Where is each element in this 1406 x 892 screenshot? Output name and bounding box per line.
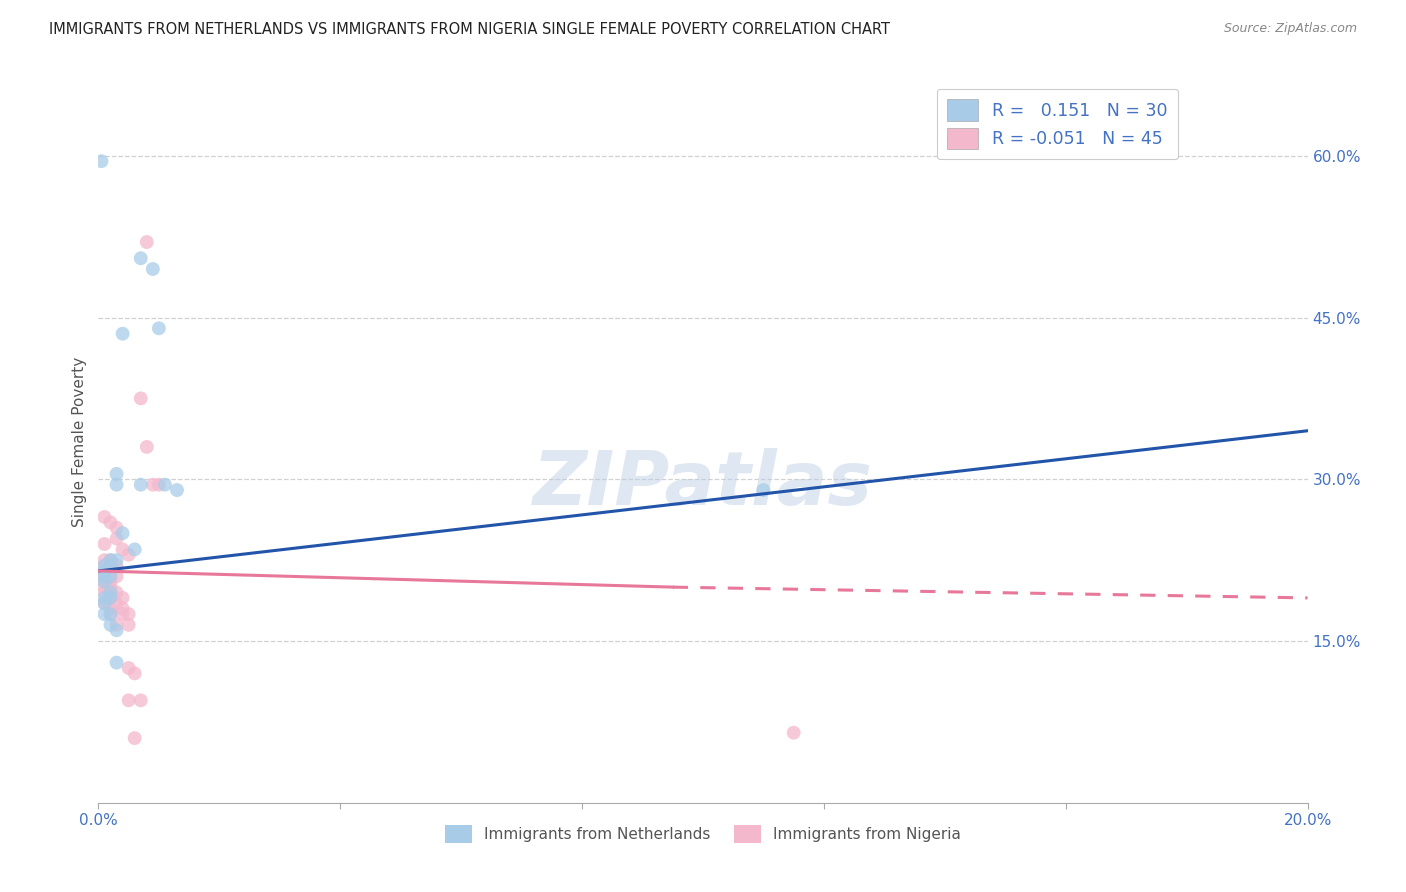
Point <box>100 580 122 594</box>
Point <box>100 607 122 621</box>
Point <box>93 574 115 589</box>
Point <box>111 591 134 605</box>
Point <box>752 483 775 497</box>
Point <box>111 526 134 541</box>
Point <box>100 618 122 632</box>
Point <box>100 591 122 605</box>
Point <box>124 666 146 681</box>
Point <box>129 392 152 406</box>
Point <box>105 596 128 610</box>
Point <box>105 585 128 599</box>
Point <box>111 326 134 341</box>
Point <box>93 574 115 589</box>
Point <box>105 618 128 632</box>
Y-axis label: Single Female Poverty: Single Female Poverty <box>72 357 87 526</box>
Point <box>105 467 128 481</box>
Point <box>105 558 128 573</box>
Point <box>100 591 122 605</box>
Point <box>93 564 115 578</box>
Point <box>118 661 141 675</box>
Point <box>100 558 122 573</box>
Point <box>142 262 165 277</box>
Point <box>93 607 115 621</box>
Point <box>105 532 128 546</box>
Point <box>93 580 115 594</box>
Point <box>93 537 115 551</box>
Point <box>153 477 176 491</box>
Point <box>100 585 122 599</box>
Point <box>100 601 122 615</box>
Point <box>100 553 122 567</box>
Point <box>100 553 122 567</box>
Point <box>124 542 146 557</box>
Point <box>100 574 122 589</box>
Point <box>100 516 122 530</box>
Point <box>90 154 112 169</box>
Point <box>93 596 115 610</box>
Point <box>111 601 134 615</box>
Text: Source: ZipAtlas.com: Source: ZipAtlas.com <box>1223 22 1357 36</box>
Point <box>129 477 152 491</box>
Point <box>783 725 806 739</box>
Point <box>93 558 115 573</box>
Point <box>93 596 115 610</box>
Point <box>118 607 141 621</box>
Point <box>166 483 188 497</box>
Point <box>93 585 115 599</box>
Point <box>93 591 115 605</box>
Point <box>100 558 122 573</box>
Point <box>105 477 128 491</box>
Point <box>93 510 115 524</box>
Legend: Immigrants from Netherlands, Immigrants from Nigeria: Immigrants from Netherlands, Immigrants … <box>439 819 967 849</box>
Point <box>93 569 115 583</box>
Point <box>129 693 152 707</box>
Point <box>118 548 141 562</box>
Point <box>105 569 128 583</box>
Point <box>100 564 122 578</box>
Point <box>93 569 115 583</box>
Point <box>93 564 115 578</box>
Point <box>105 553 128 567</box>
Point <box>148 321 170 335</box>
Point <box>111 542 134 557</box>
Point <box>148 477 170 491</box>
Point <box>93 553 115 567</box>
Point <box>100 569 122 583</box>
Point <box>105 521 128 535</box>
Point <box>118 618 141 632</box>
Text: IMMIGRANTS FROM NETHERLANDS VS IMMIGRANTS FROM NIGERIA SINGLE FEMALE POVERTY COR: IMMIGRANTS FROM NETHERLANDS VS IMMIGRANT… <box>49 22 890 37</box>
Point <box>93 558 115 573</box>
Point <box>129 251 152 265</box>
Text: ZIPatlas: ZIPatlas <box>533 449 873 522</box>
Point <box>135 235 157 249</box>
Point <box>105 624 128 638</box>
Point <box>111 607 134 621</box>
Point <box>100 585 122 599</box>
Point <box>124 731 146 745</box>
Point <box>100 607 122 621</box>
Point <box>142 477 165 491</box>
Point <box>105 656 128 670</box>
Point <box>135 440 157 454</box>
Point <box>118 693 141 707</box>
